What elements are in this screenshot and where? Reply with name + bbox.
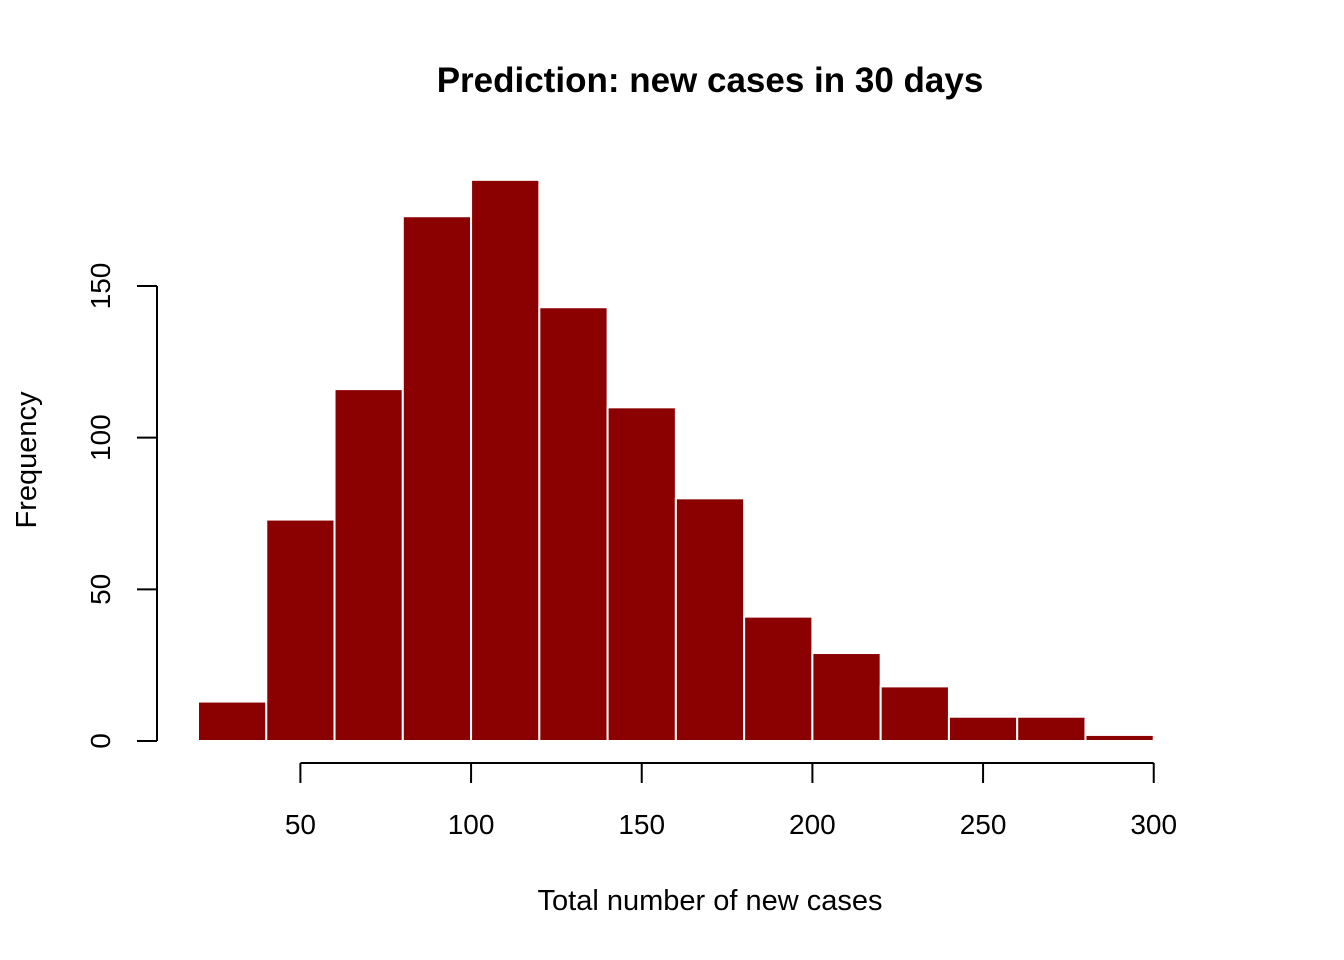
histogram-bar-100-120 [470,178,541,743]
x-tick-label-50: 50 [285,809,316,840]
histogram-bar-180-200 [743,615,814,743]
x-tick-label-300: 300 [1130,809,1177,840]
x-tick-label-150: 150 [618,809,665,840]
histogram-bar-40-60 [265,518,336,742]
y-axis-label: Frequency [11,391,43,529]
histogram-bar-200-220 [811,652,882,742]
x-axis-label: Total number of new cases [538,885,883,917]
histogram-bar-120-140 [538,306,609,742]
histogram-bar-140-160 [606,406,677,742]
x-tick-label-250: 250 [960,809,1007,840]
y-tick-label-0: 0 [85,733,116,749]
chart-title: Prediction: new cases in 30 days [437,61,984,100]
y-tick-label-150: 150 [85,263,116,310]
histogram-bar-80-100 [401,215,473,742]
x-tick-label-200: 200 [789,809,836,840]
y-tick-label-50: 50 [85,574,116,605]
y-axis: 0 50 100 150 [85,263,158,749]
histogram-bar-20-40 [197,700,268,742]
histogram-bar-60-80 [333,388,404,742]
histogram-bar-300-320 [1152,739,1223,743]
histogram-bar-220-240 [879,685,950,743]
histogram-bars [197,178,1223,743]
histogram-bar-160-180 [674,497,746,743]
histogram-bar-240-260 [947,715,1019,743]
x-axis: 50 100 150 200 250 300 [285,762,1177,840]
histogram-bar-280-300 [1084,733,1155,743]
x-tick-label-100: 100 [448,809,495,840]
histogram-bar-260-280 [1016,715,1087,743]
y-tick-label-100: 100 [85,414,116,461]
